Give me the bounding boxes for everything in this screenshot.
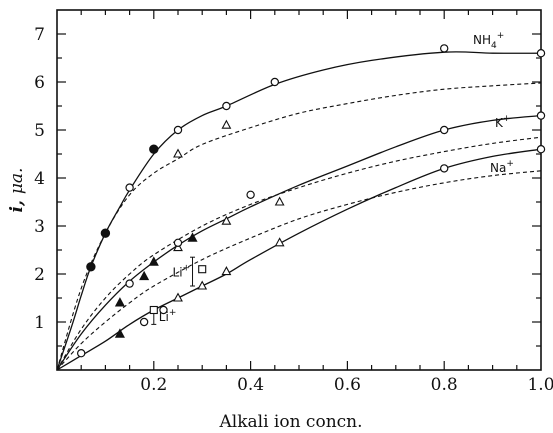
data-point-k [139,270,150,281]
y-tick-label: 2 [34,265,45,285]
data-point-k [187,232,198,242]
li-label-superscript: + [169,308,177,318]
data-point-nh4 [270,77,279,87]
y-axis-title-unit: μa. [7,168,27,195]
li-label-superscript: + [183,264,191,274]
y-tick-label: 4 [34,169,45,189]
data-point-na [536,144,546,154]
data-point-k [125,279,134,288]
series-k-dashed-curve [56,136,542,371]
data-point-k [440,125,449,135]
series-label-superscript: + [503,114,511,124]
chart-axes: 0.2 0.4 0.6 0.8 1.0 1 2 3 4 5 6 7 [34,9,553,395]
li-label: Li+ [159,308,177,324]
data-point-na [159,305,168,315]
data-point-nh4 [86,262,96,272]
data-point-na [114,328,125,338]
data-point-k [246,190,255,199]
x-tick-label: 0.2 [140,375,167,395]
series-label-main: Na [490,161,506,175]
data-point-nh4 [440,44,449,53]
data-point-nh4 [100,228,111,238]
y-tick-label: 7 [34,25,45,45]
data-point-na [197,280,208,290]
series-nh4-dashed-curve [56,82,542,371]
series-label-superscript: + [497,31,505,41]
chart-curves [56,51,542,371]
series-na-dashed-curve [56,170,542,371]
series-label-main: K [495,116,504,130]
y-axis-title-variable: i, [7,194,27,212]
data-point-nh4 [173,125,183,135]
data-point-na [139,317,149,327]
series-label-main: NH [473,33,491,47]
data-point-nh4 [221,119,232,129]
series-label-subscript: 4 [491,41,497,51]
data-point-k [148,256,159,266]
data-point-k [221,215,232,225]
x-tick-label: 1.0 [527,375,553,395]
data-point-na [440,164,449,173]
series-na-solid-curve [56,148,542,371]
chart-labels: Alkali ion concn.i, μa.NH4+K+Na+Li+Li+ [7,31,514,432]
li-label-main: Li [159,310,169,324]
data-point-k [173,238,183,247]
data-point-k [274,196,285,206]
data-point-nh4 [125,183,134,192]
data-point-k [114,297,125,307]
data-point-nh4 [149,144,159,154]
y-tick-label: 6 [34,73,45,93]
y-tick-label: 5 [34,121,45,141]
data-point-na [173,292,183,302]
data-point-nh4 [222,101,231,111]
series-k-solid-curve [56,114,542,371]
x-tick-label: 0.4 [237,375,264,395]
data-point-na [221,266,232,276]
chart-marks [76,44,546,358]
y-tick-label: 1 [34,313,45,333]
data-point-nh4 [173,148,183,158]
data-point-nh4 [536,49,546,58]
series-label-nh4: NH4+ [473,31,504,51]
x-tick-label: 0.6 [334,375,361,395]
data-point-na [76,349,86,358]
data-point-k [536,111,546,120]
series-label-k: K+ [495,114,510,130]
y-axis-title: i, μa. [7,168,27,213]
li-square-marker [149,305,158,315]
li-square-marker [198,265,207,274]
series-nh4-solid-curve [56,51,542,371]
series-label-superscript: + [506,159,514,169]
y-tick-label: 3 [34,217,45,237]
x-axis-title: Alkali ion concn. [218,412,362,432]
series-label-na: Na+ [490,159,514,175]
li-label-main: Li [173,266,183,280]
li-label: Li+ [173,264,191,280]
data-point-na [274,237,285,247]
x-tick-label: 0.8 [431,375,458,395]
